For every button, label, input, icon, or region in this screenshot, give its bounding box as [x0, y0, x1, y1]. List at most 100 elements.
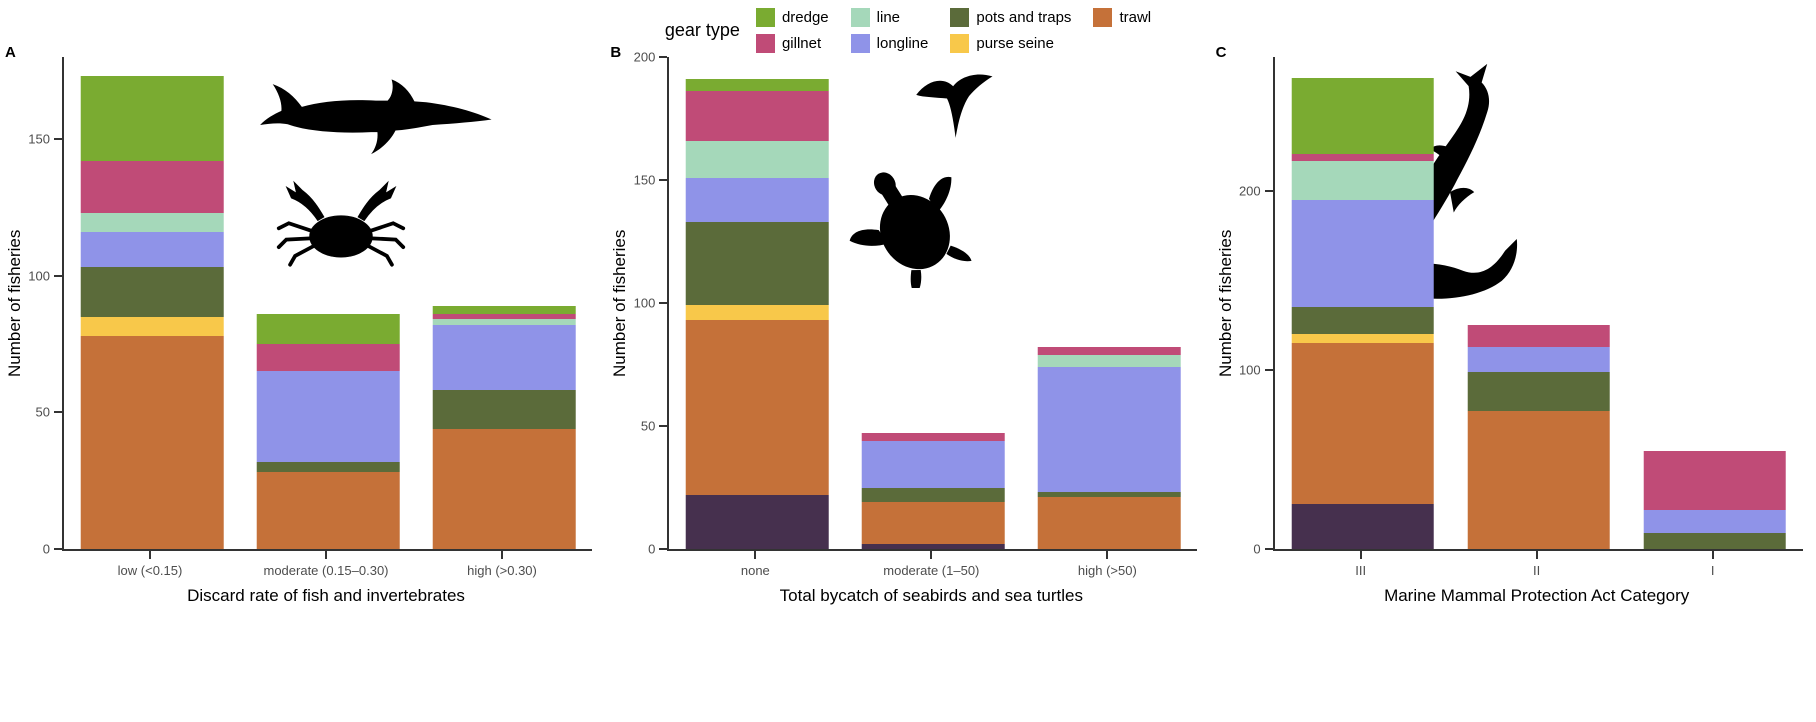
bar-segment-trawl — [1467, 411, 1610, 549]
panel-c-letter: C — [1215, 44, 1227, 61]
bar-segment-gillnet — [1291, 153, 1434, 161]
panel-b-letter: B — [610, 44, 622, 61]
x-tick-mark — [501, 551, 503, 559]
stacked-bar-iii — [1291, 57, 1434, 549]
seabird-icon — [902, 69, 1013, 143]
y-tick-mark — [659, 179, 668, 181]
bar-segment-dredge — [432, 305, 576, 314]
panel-a-plot-area — [62, 57, 592, 551]
x-tick-label: moderate (0.15–0.30) — [263, 563, 389, 578]
legend-swatch-gillnet — [755, 34, 775, 53]
y-tick-label: 100 — [28, 268, 50, 284]
legend-swatch-purse-seine — [950, 34, 970, 53]
bar-segment-unlabeled-dark-purple — [1291, 504, 1434, 549]
bar-segment-gillnet — [1643, 450, 1786, 510]
legend-item-label: pots and traps — [976, 9, 1072, 26]
legend-item-line: line — [850, 8, 929, 27]
x-tick-label: I — [1710, 563, 1715, 578]
y-tick-mark — [54, 138, 62, 140]
bar-segment-pots-and-traps — [1467, 371, 1610, 412]
bar-segment-gillnet — [432, 313, 576, 320]
x-tick-mark — [325, 551, 327, 559]
bar-segment-gillnet — [1467, 325, 1610, 347]
bar-segment-gillnet — [1038, 347, 1181, 355]
bar-segment-unlabeled-dark-purple — [862, 544, 1005, 549]
bar-segment-longline — [1038, 366, 1181, 493]
panel-a-letter: A — [5, 44, 16, 61]
legend-item-pots-and-traps: pots and traps — [950, 8, 1071, 27]
bar-segment-longline — [256, 371, 400, 462]
panel-c-plot-area — [1272, 57, 1803, 551]
bar-segment-trawl — [1291, 343, 1434, 505]
legend: gear type dredge gillnet line longline pots … — [0, 6, 1816, 55]
legend-item-label: longline — [876, 35, 929, 52]
bar-segment-longline — [1643, 509, 1786, 533]
legend-item-label: trawl — [1119, 9, 1152, 26]
y-tick-mark — [54, 411, 62, 414]
shark-icon — [228, 77, 524, 156]
bar-segment-line — [686, 140, 829, 178]
x-tick-mark — [1359, 551, 1362, 559]
bar-segment-gillnet — [686, 91, 829, 141]
legend-item-label: line — [876, 9, 901, 26]
bar-segment-pots-and-traps — [1038, 492, 1181, 498]
y-tick-label: 50 — [35, 404, 50, 420]
bar-segment-trawl — [432, 428, 576, 549]
bar-segment-trawl — [1038, 497, 1181, 549]
panel-b: B Number of fisheries 0 50 100 150 200 — [605, 0, 1210, 722]
bar-segment-unlabeled-dark-purple — [686, 494, 829, 549]
x-tick-mark — [149, 551, 151, 559]
x-tick-label: none — [740, 563, 770, 578]
x-tick-mark — [1535, 551, 1538, 559]
legend-swatch-line — [850, 8, 870, 27]
stacked-bar-none — [686, 57, 829, 549]
bar-segment-pots-and-traps — [432, 390, 576, 429]
bar-segment-dredge — [1291, 78, 1434, 154]
legend-item-label: dredge — [781, 9, 829, 26]
x-tick-label: high (>0.30) — [467, 563, 537, 578]
legend-item-purse-seine: purse seine — [950, 34, 1071, 53]
panel-b-x-axis-title: Total bycatch of seabirds and sea turtle… — [779, 586, 1083, 605]
x-tick-label: II — [1533, 563, 1541, 578]
legend-item-label: purse seine — [976, 35, 1054, 52]
y-tick-mark — [659, 548, 668, 550]
bar-segment-dredge — [686, 79, 829, 92]
panel-b-plot-area — [667, 57, 1198, 551]
stacked-bar-high-50 — [1038, 57, 1181, 549]
legend-item-dredge: dredge — [755, 8, 829, 27]
x-tick-mark — [930, 551, 933, 559]
bar-segment-pots-and-traps — [1643, 532, 1786, 549]
bar-segment-line — [1038, 354, 1181, 367]
x-tick-label: low (<0.15) — [117, 563, 183, 578]
y-tick-label: 200 — [633, 49, 656, 65]
y-tick-mark — [1264, 548, 1273, 550]
stacked-bar-high-0-30 — [432, 57, 576, 549]
panel-a-y-axis: 0 50 100 150 — [26, 57, 62, 556]
y-tick-label: 100 — [1238, 362, 1261, 378]
legend-item-longline: longline — [850, 34, 929, 53]
panel-c-x-axis-title: Marine Mammal Protection Act Category — [1384, 586, 1690, 605]
crab-icon — [275, 155, 407, 293]
x-tick-label: III — [1355, 563, 1367, 578]
y-tick-mark — [659, 302, 668, 304]
x-tick-label: high (>50) — [1077, 563, 1137, 578]
legend-items: dredge gillnet line longline pots and traps p… — [755, 6, 1151, 55]
legend-swatch-trawl — [1093, 8, 1113, 27]
stacked-bar-i — [1643, 57, 1786, 549]
legend-swatch-dredge — [755, 8, 775, 27]
y-tick-label: 150 — [28, 131, 50, 147]
bar-segment-pots-and-traps — [862, 487, 1005, 503]
y-tick-mark — [659, 56, 668, 58]
sea-turtle-icon — [828, 160, 992, 289]
legend-item-gillnet: gillnet — [755, 34, 829, 53]
panel-a-y-axis-title: Number of fisheries — [5, 229, 24, 377]
y-tick-mark — [54, 548, 62, 550]
stacked-bar-moderate-1-50 — [862, 57, 1005, 549]
panel-b-x-axis: none moderate (1–50) high (>50) — [667, 549, 1195, 579]
bar-segment-purse-seine — [686, 305, 829, 321]
legend-item-trawl: trawl — [1093, 8, 1151, 27]
stacked-bar-ii — [1467, 57, 1610, 549]
x-tick-mark — [754, 551, 757, 559]
bar-segment-pots-and-traps — [80, 267, 224, 317]
